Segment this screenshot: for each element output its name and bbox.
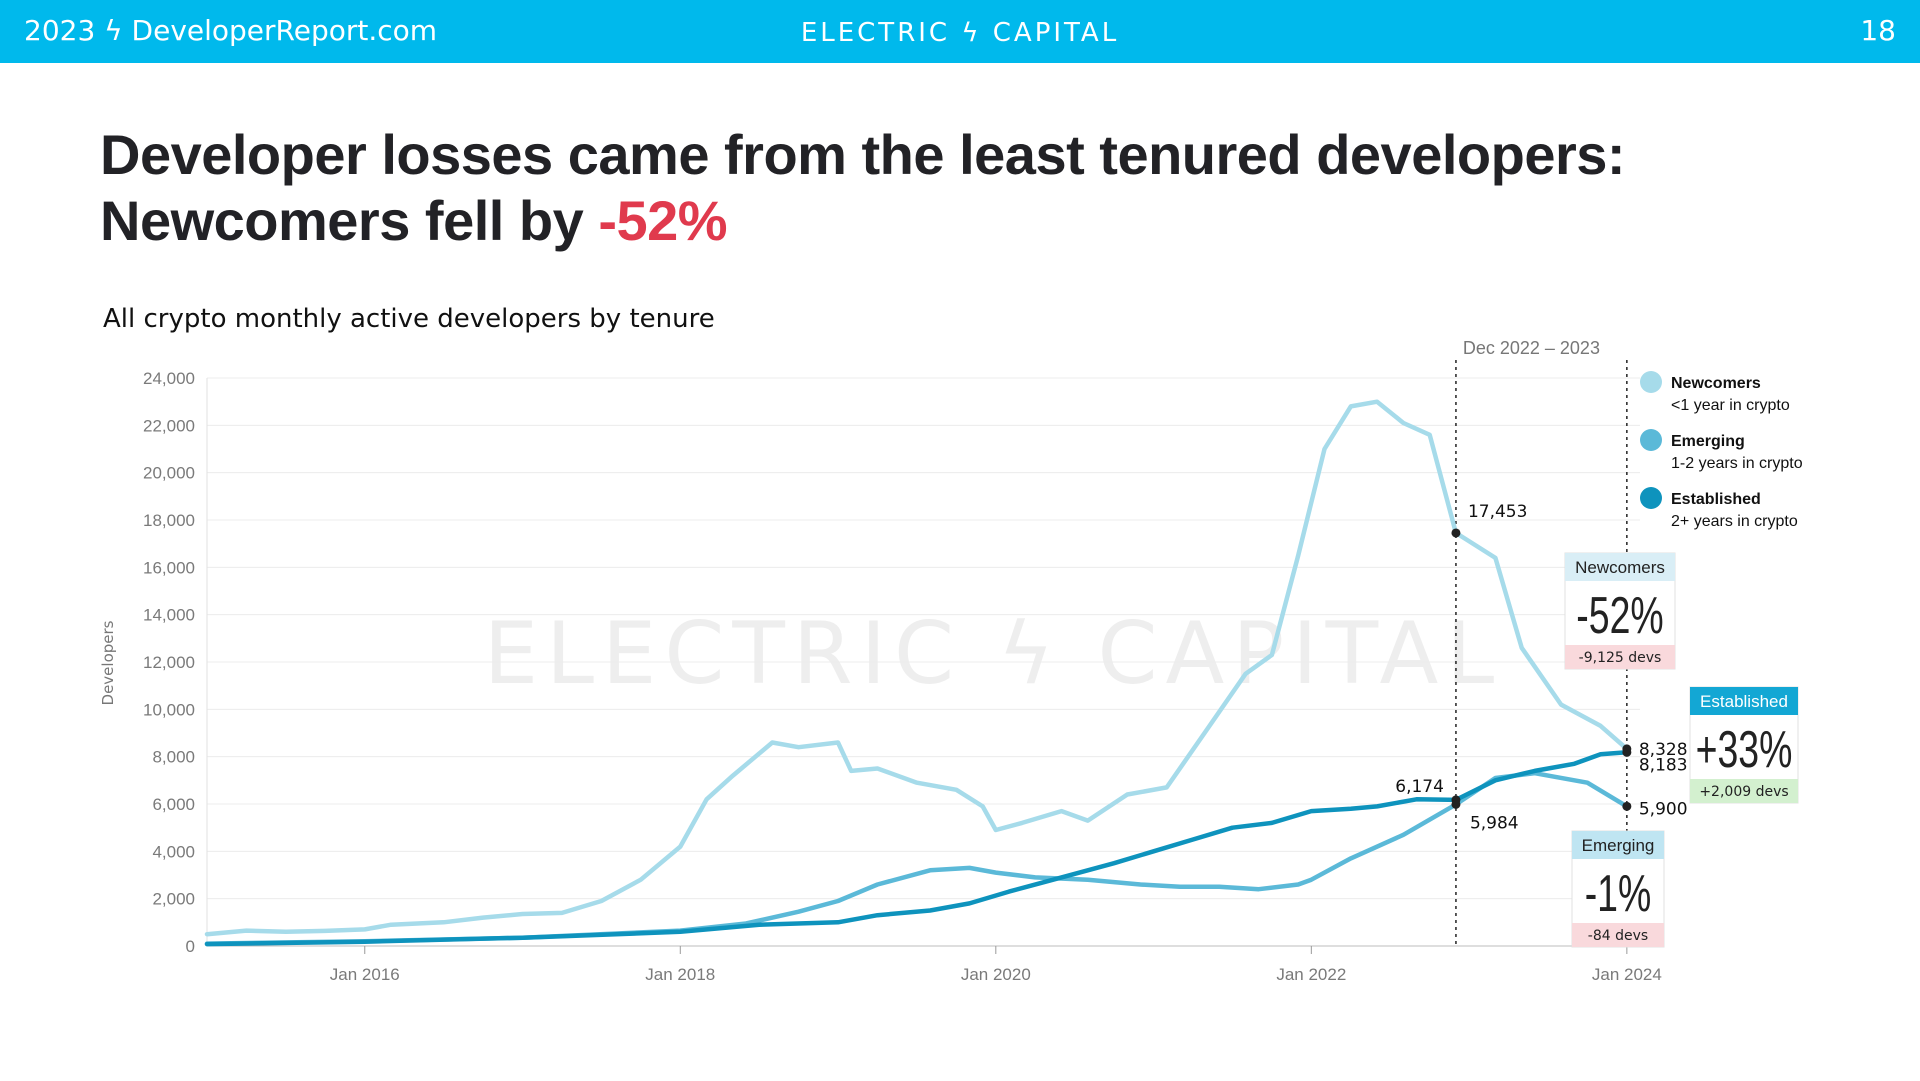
data-point-label: 17,453: [1468, 502, 1527, 522]
data-point-marker: [1622, 747, 1632, 757]
change-box-title: Established: [1700, 692, 1788, 711]
y-tick-label: 14,000: [143, 606, 195, 625]
y-tick-label: 18,000: [143, 511, 195, 530]
change-box-footer: [1565, 645, 1675, 669]
page-title: Developer losses came from the least ten…: [100, 122, 1626, 254]
header-bar: 2023 ϟ DeveloperReport.com ELECTRIC ϟ CA…: [0, 0, 1920, 63]
change-box-header: [1572, 831, 1664, 859]
legend-description: <1 year in crypto: [1671, 397, 1790, 414]
title-line-2: Newcomers fell by -52%: [100, 188, 1625, 254]
x-tick-label: Jan 2020: [961, 965, 1031, 984]
change-box-footer: [1690, 779, 1798, 803]
report-site-label[interactable]: 2023 ϟ DeveloperReport.com: [24, 14, 438, 47]
legend-swatch-emerging: [1640, 429, 1662, 451]
legend-swatch-newcomers: [1640, 371, 1662, 393]
title-accent-value: -52%: [598, 189, 728, 252]
change-box-header: [1565, 553, 1675, 581]
y-tick-label: 20,000: [143, 464, 195, 483]
legend-name: Newcomers: [1671, 375, 1761, 392]
change-box-percent: -52%: [1576, 586, 1663, 645]
y-tick-label: 12,000: [143, 653, 195, 672]
change-box-header: [1690, 687, 1798, 715]
change-box-devs: -84 devs: [1588, 928, 1648, 944]
legend-name: Established: [1671, 491, 1761, 508]
change-box-devs: -9,125 devs: [1579, 650, 1662, 666]
data-point-label: 5,900: [1639, 799, 1688, 819]
x-tick-label: Jan 2024: [1592, 965, 1662, 984]
y-tick-label: 6,000: [152, 795, 195, 814]
legend-swatch-established: [1640, 487, 1662, 509]
data-point-label: 8,328: [1639, 740, 1688, 760]
y-tick-label: 2,000: [152, 890, 195, 909]
data-point-label: 6,174: [1395, 777, 1444, 797]
x-tick-label: Jan 2022: [1276, 965, 1346, 984]
legend-name: Emerging: [1671, 433, 1745, 450]
title-line-1: Developer losses came from the least ten…: [100, 123, 1626, 186]
chart-title: All crypto monthly active developers by …: [103, 304, 715, 334]
data-point-marker: [1451, 528, 1461, 538]
y-tick-label: 10,000: [143, 700, 195, 719]
series-line-established: [204, 750, 1630, 947]
change-box-devs: +2,009 devs: [1699, 784, 1788, 800]
y-tick-label: 8,000: [152, 748, 195, 767]
legend-description: 2+ years in crypto: [1671, 513, 1798, 530]
y-tick-label: 4,000: [152, 842, 195, 861]
x-tick-label: Jan 2018: [645, 965, 715, 984]
change-box-percent: +33%: [1696, 720, 1793, 779]
watermark-text: ELECTRIC ϟ CAPITAL: [484, 604, 1502, 704]
y-tick-label: 24,000: [143, 369, 195, 388]
brand-logo: ELECTRIC ϟ CAPITAL: [800, 18, 1120, 48]
series-line-newcomers: [204, 399, 1630, 937]
y-tick-label: 0: [186, 937, 195, 956]
change-box-footer: [1572, 923, 1664, 947]
series-line-emerging: [204, 770, 1630, 946]
change-box-title: Newcomers: [1575, 558, 1665, 577]
change-box-title: Emerging: [1582, 836, 1655, 855]
page-number: 18: [1860, 14, 1896, 47]
y-tick-label: 16,000: [143, 558, 195, 577]
y-tick-label: 22,000: [143, 416, 195, 435]
y-axis-label: Developers: [99, 620, 117, 705]
data-point-label: 5,984: [1470, 813, 1519, 833]
data-point-marker: [1622, 801, 1632, 811]
title-line-2-prefix: Newcomers fell by: [100, 189, 599, 252]
data-point-marker: [1451, 799, 1461, 809]
period-label: Dec 2022 – 2023: [1463, 338, 1600, 358]
legend-description: 1-2 years in crypto: [1671, 455, 1803, 472]
change-box-percent: -1%: [1585, 864, 1652, 923]
data-point-label: 8,183: [1639, 755, 1688, 775]
x-tick-label: Jan 2016: [330, 965, 400, 984]
